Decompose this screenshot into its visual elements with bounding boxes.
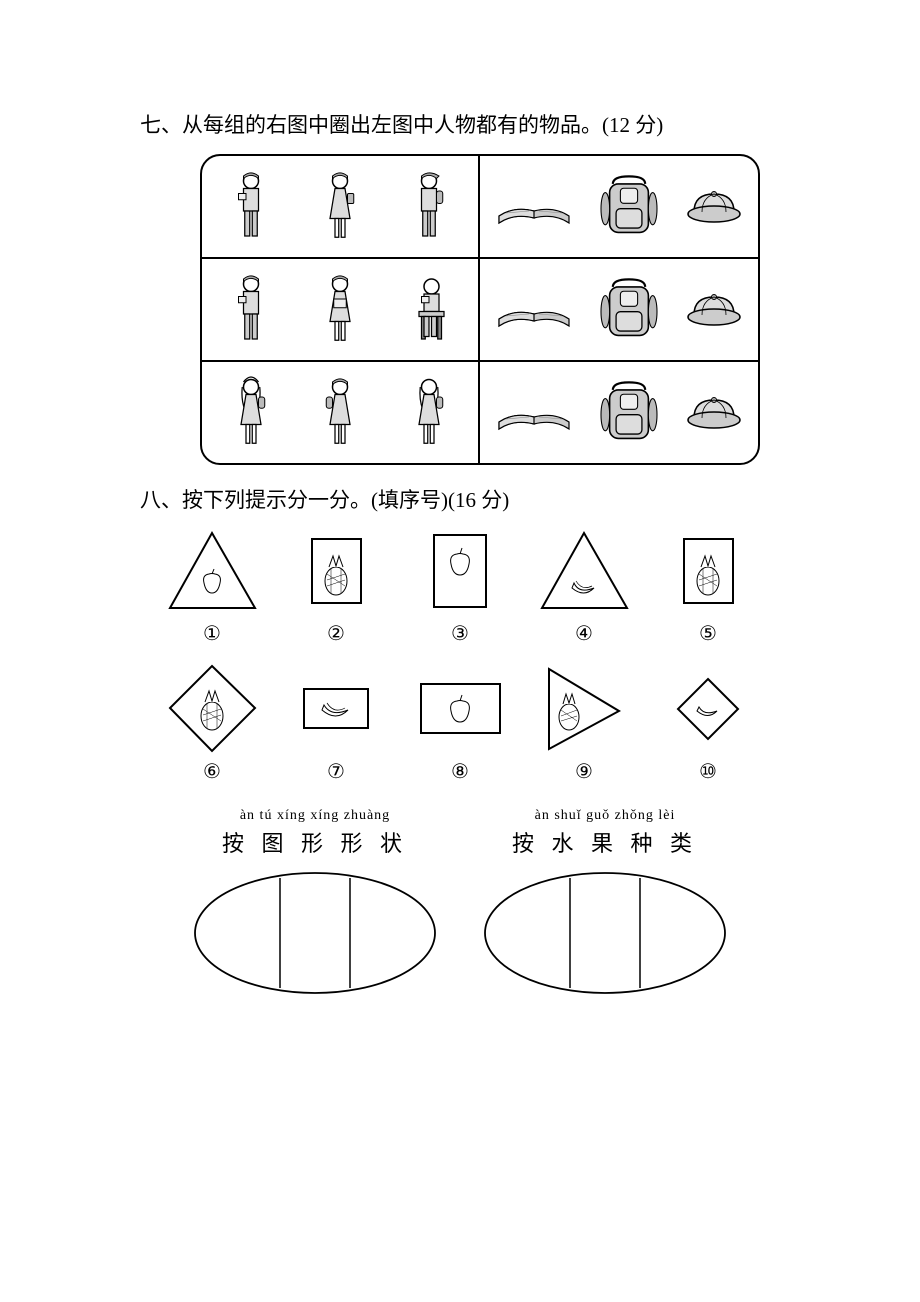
rect-pineapple-icon [309, 528, 364, 613]
item-number: ③ [451, 621, 469, 646]
backpack-icon [594, 377, 664, 447]
q8-item-7: ⑦ [281, 666, 391, 784]
hanzi-text: 按 水 果 种 类 [512, 826, 698, 858]
item-number: ④ [575, 621, 593, 646]
person-icon [310, 267, 370, 352]
person-icon [399, 267, 459, 352]
q7-row-1-people [202, 156, 480, 257]
item-number: ② [327, 621, 345, 646]
book-icon [494, 181, 574, 231]
backpack-icon [594, 171, 664, 241]
item-number: ⑩ [699, 759, 717, 784]
q8-item-6: ⑥ [157, 666, 267, 784]
person-icon [310, 370, 370, 455]
q8-item-3: ③ [405, 528, 515, 646]
q8-items: ① ② [140, 528, 780, 998]
q7-row-2-items [480, 259, 758, 360]
rect-banana-icon [301, 666, 371, 751]
book-icon [494, 284, 574, 334]
q8-item-10: ⑩ [653, 666, 763, 784]
answer-oval[interactable] [190, 868, 440, 998]
pinyin-text: àn tú xíng xíng zhuàng [240, 808, 390, 824]
person-icon [221, 267, 281, 352]
person-icon [221, 370, 281, 455]
pinyin-text: àn shuǐ guǒ zhǒng lèi [535, 808, 676, 824]
q7-table [200, 154, 760, 465]
hanzi-text: 按 图 形 形 状 [222, 826, 408, 858]
rect-apple-icon [431, 528, 489, 613]
category-fruits: àn shuǐ guǒ zhǒng lèi 按 水 果 种 类 [480, 808, 730, 998]
right-triangle-pineapple-icon [544, 666, 624, 751]
cap-icon [684, 287, 744, 332]
diamond-banana-icon [673, 666, 743, 751]
q7-row-3-items [480, 362, 758, 463]
q8-header: 八、按下列提示分一分。(填序号)(16 分) [140, 485, 780, 517]
q7-header: 七、从每组的右图中圈出左图中人物都有的物品。(12 分) [140, 110, 780, 142]
item-number: ① [203, 621, 221, 646]
book-icon [494, 387, 574, 437]
category-shapes: àn tú xíng xíng zhuàng 按 图 形 形 状 [190, 808, 440, 998]
q8-item-8: ⑧ [405, 666, 515, 784]
triangle-banana-icon [537, 528, 632, 613]
backpack-icon [594, 274, 664, 344]
item-number: ⑦ [327, 759, 345, 784]
q7-row-1 [202, 156, 758, 259]
answer-oval[interactable] [480, 868, 730, 998]
cap-icon [684, 184, 744, 229]
cap-icon [684, 390, 744, 435]
q7-row-2-people [202, 259, 480, 360]
triangle-apple-icon [165, 528, 260, 613]
q7-row-3-people [202, 362, 480, 463]
item-number: ⑧ [451, 759, 469, 784]
person-icon [310, 164, 370, 249]
q7-row-3 [202, 362, 758, 463]
person-icon [221, 164, 281, 249]
person-icon [399, 370, 459, 455]
q8-item-9: ⑨ [529, 666, 639, 784]
diamond-pineapple-icon [165, 666, 260, 751]
q8-item-1: ① [157, 528, 267, 646]
person-icon [399, 164, 459, 249]
item-number: ⑨ [575, 759, 593, 784]
q7-row-2 [202, 259, 758, 362]
item-number: ⑥ [203, 759, 221, 784]
item-number: ⑤ [699, 621, 717, 646]
q8-item-4: ④ [529, 528, 639, 646]
q8-item-2: ② [281, 528, 391, 646]
q7-row-1-items [480, 156, 758, 257]
rect-pineapple-icon [681, 528, 736, 613]
rect-apple-icon [418, 666, 503, 751]
q8-item-5: ⑤ [653, 528, 763, 646]
